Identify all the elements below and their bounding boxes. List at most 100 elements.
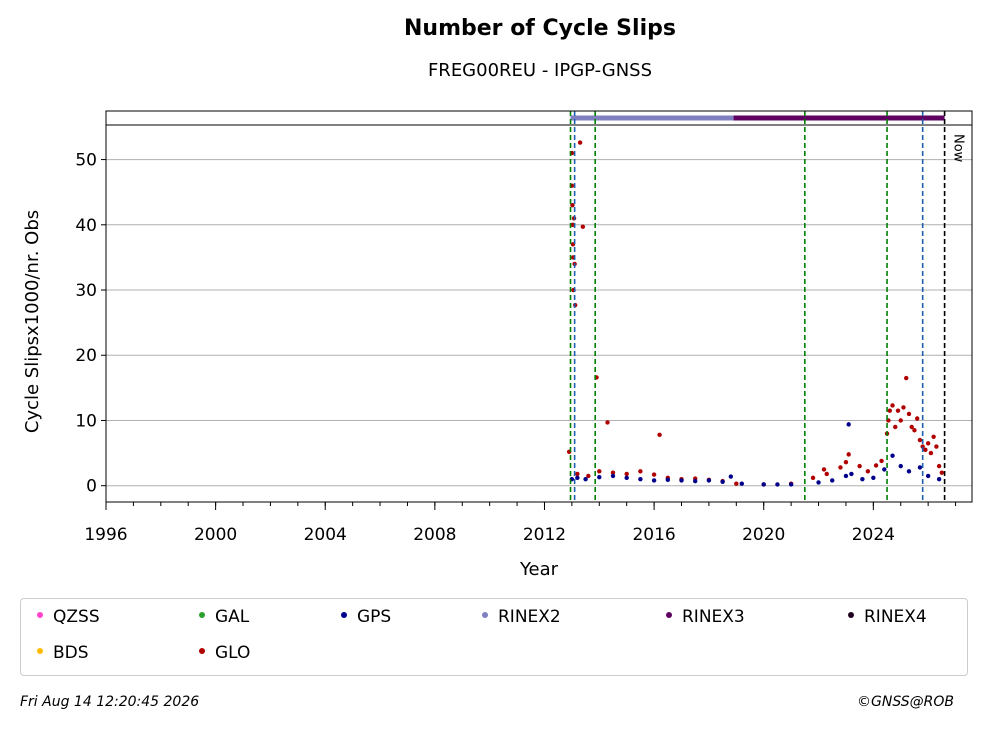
data-point-glo xyxy=(843,460,849,465)
data-point-glo xyxy=(586,473,591,479)
x-tick-label: 2012 xyxy=(523,525,566,545)
data-point-gps xyxy=(871,475,876,481)
data-point-gps xyxy=(597,475,602,480)
data-point-gps xyxy=(936,476,942,482)
legend-label: GLO xyxy=(215,643,251,663)
data-point-glo xyxy=(925,441,931,446)
data-point-glo xyxy=(734,481,739,486)
data-point-glo xyxy=(824,471,829,477)
data-point-gps xyxy=(906,469,912,474)
data-point-glo xyxy=(920,444,925,449)
y-tick-label: 30 xyxy=(75,281,97,301)
legend-item-rinex4: RINEX4 xyxy=(848,607,927,627)
legend-marker xyxy=(341,612,347,618)
data-point-glo xyxy=(651,472,657,477)
data-point-gps xyxy=(720,479,725,484)
legend-item-bds: BDS xyxy=(37,643,89,663)
legend-marker xyxy=(482,612,488,618)
x-tick-label: 2000 xyxy=(194,525,237,545)
plot-frame xyxy=(105,110,973,503)
data-point-glo xyxy=(575,471,580,477)
data-point-glo xyxy=(890,403,895,408)
data-point-glo xyxy=(570,203,575,208)
data-point-glo xyxy=(904,375,909,381)
data-point-glo xyxy=(638,469,643,474)
data-point-gps xyxy=(846,422,851,427)
data-point-glo xyxy=(879,458,884,464)
data-point-gps xyxy=(728,474,734,479)
data-point-glo xyxy=(873,463,879,468)
data-point-glo xyxy=(846,452,851,457)
data-point-gps xyxy=(816,480,821,485)
data-point-gps xyxy=(849,471,854,477)
data-point-gps xyxy=(610,473,616,479)
data-point-gps xyxy=(665,477,671,483)
data-point-gps xyxy=(917,465,923,470)
data-point-glo xyxy=(912,428,917,433)
x-tick-label: 2024 xyxy=(852,525,895,545)
legend-item-rinex3: RINEX3 xyxy=(666,607,745,627)
legend-item-glo: GLO xyxy=(199,643,250,663)
data-point-gps xyxy=(583,476,588,482)
data-point-gps xyxy=(898,463,903,469)
legend-label: RINEX4 xyxy=(864,607,927,627)
data-point-glo xyxy=(917,437,923,443)
data-point-glo xyxy=(605,420,610,425)
data-point-gps xyxy=(693,478,698,484)
copyright-notice: ©GNSS@ROB xyxy=(857,694,954,710)
data-point-glo xyxy=(939,470,945,475)
data-point-glo xyxy=(570,222,575,227)
legend-label: GAL xyxy=(215,607,250,627)
data-point-gps xyxy=(860,476,865,482)
data-point-glo xyxy=(810,475,816,481)
legend-marker xyxy=(37,612,43,618)
data-point-glo xyxy=(936,463,942,469)
data-point-gps xyxy=(739,481,744,486)
data-point-gps xyxy=(575,475,580,481)
legend-item-gal: GAL xyxy=(199,607,249,627)
data-point-glo xyxy=(821,467,827,472)
legend-item-qzss: QZSS xyxy=(37,607,100,627)
chart-title: Number of Cycle Slips xyxy=(404,16,676,41)
legend-label: QZSS xyxy=(53,607,100,627)
data-point-glo xyxy=(857,463,862,469)
cycle-slips-plot: Now 0 10 20 30 40 50 1996 2000 2004 2008 2012 2016 20… xyxy=(22,110,973,580)
data-point-gps xyxy=(651,478,657,483)
data-point-glo xyxy=(901,405,906,410)
data-point-glo xyxy=(887,408,892,413)
data-point-glo xyxy=(931,434,936,439)
data-point-gps xyxy=(843,473,849,479)
data-point-gps xyxy=(775,482,780,487)
data-point-gps xyxy=(679,478,684,483)
legend-label: RINEX3 xyxy=(682,607,745,627)
generation-timestamp: Fri Aug 14 12:20:45 2026 xyxy=(20,694,200,710)
legend-marker xyxy=(666,612,672,618)
legend-marker xyxy=(199,612,205,618)
data-point-gps xyxy=(638,476,643,482)
legend-marker xyxy=(199,648,205,654)
data-point-glo xyxy=(923,447,928,453)
data-point-gps xyxy=(624,475,629,481)
legend-marker xyxy=(37,648,43,654)
data-point-gps xyxy=(882,467,887,472)
data-point-glo xyxy=(580,224,586,229)
data-point-glo xyxy=(624,471,629,477)
data-point-gps xyxy=(925,473,931,479)
data-point-glo xyxy=(865,469,871,474)
data-point-gps xyxy=(830,478,835,483)
legend-item-gps: GPS xyxy=(341,607,391,627)
data-point-glo xyxy=(893,424,898,430)
x-tick-label: 1996 xyxy=(84,525,127,545)
data-point-glo xyxy=(934,444,939,449)
data-point-gps xyxy=(890,453,895,458)
legend-label: BDS xyxy=(53,643,89,663)
x-tick-label: 2004 xyxy=(304,525,347,545)
y-tick-label: 10 xyxy=(75,411,97,431)
data-point-glo xyxy=(610,470,616,475)
legend-label: GPS xyxy=(357,607,392,627)
y-tick-label: 0 xyxy=(86,477,97,497)
legend-item-rinex2: RINEX2 xyxy=(482,607,561,627)
legend-label: RINEX2 xyxy=(498,607,561,627)
y-axis-label: Cycle Slipsx1000/nr. Obs xyxy=(22,210,43,433)
data-point-glo xyxy=(838,465,843,470)
